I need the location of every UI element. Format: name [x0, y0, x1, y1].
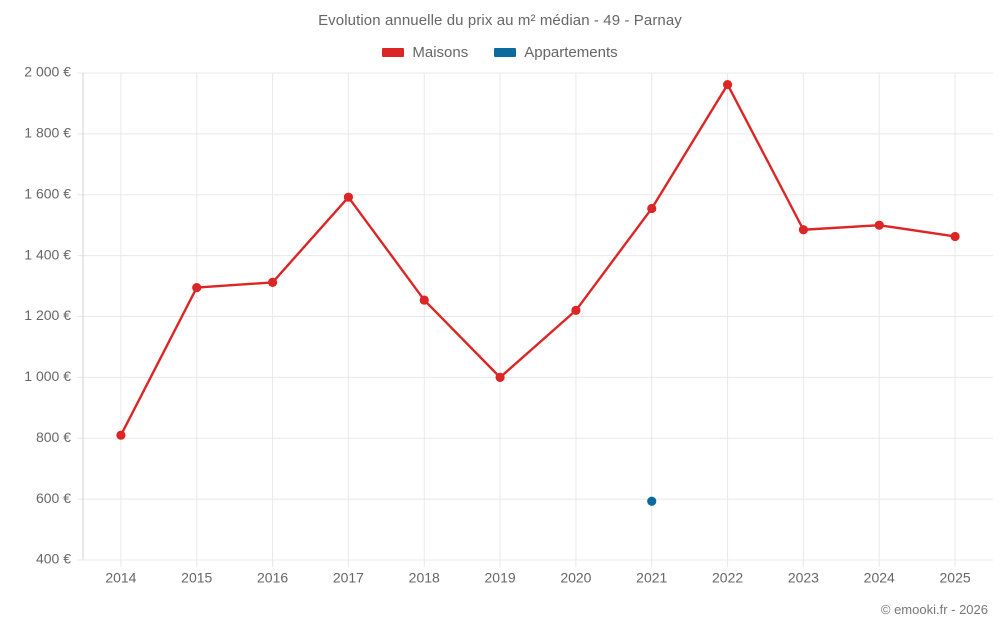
legend-swatch-maisons [382, 48, 405, 57]
y-tick-label: 1 800 € [24, 125, 71, 141]
legend-item-maisons[interactable]: Maisons [382, 44, 468, 61]
data-point-maisons-2022[interactable] [722, 79, 733, 90]
x-tick-label: 2024 [864, 569, 895, 585]
vertical-gridlines [120, 73, 956, 567]
legend-label-appartements: Appartements [524, 44, 618, 61]
y-tick-label: 1 200 € [24, 307, 71, 323]
data-point-maisons-2023[interactable] [798, 225, 809, 235]
data-point-maisons-2016[interactable] [267, 277, 278, 288]
y-tick-label: 1 000 € [24, 368, 71, 384]
x-tick-label: 2015 [181, 569, 212, 585]
x-tick-label: 2014 [105, 569, 136, 585]
y-tick-label: 400 € [36, 551, 71, 567]
legend-label-maisons: Maisons [412, 44, 469, 61]
data-point-maisons-2024[interactable] [874, 220, 884, 230]
x-tick-label: 2020 [560, 569, 591, 585]
x-tick-label: 2019 [485, 569, 516, 585]
x-axis-tick-labels: 2014 2015 2016 2017 2018 2019 2020 2021 2022 2023… [105, 569, 971, 585]
footer-credit: © emooki.fr - 2026 [880, 602, 988, 617]
series-line-maisons [119, 83, 957, 437]
y-axis-tick-labels: 400 € 600 € 800 € 1 000 € 1 200 € 1 400 € 1 60… [24, 64, 71, 567]
x-tick-label: 2022 [712, 569, 743, 585]
y-tick-label: 1 600 € [24, 185, 71, 201]
data-point-maisons-2015[interactable] [192, 282, 202, 293]
y-tick-label: 2 000 € [24, 64, 71, 80]
chart-title: Evolution annuelle du prix au m² médian … [318, 12, 682, 29]
series-lines [119, 83, 957, 437]
y-tick-label: 1 400 € [24, 246, 71, 262]
data-point-maisons-2025[interactable] [950, 231, 960, 242]
x-tick-label: 2023 [788, 569, 819, 585]
data-point-maisons-2020[interactable] [571, 305, 581, 316]
axis-lines [77, 73, 993, 561]
data-point-maisons-2019[interactable] [495, 372, 505, 382]
data-point-maisons-2017[interactable] [343, 192, 354, 202]
y-tick-label: 600 € [36, 490, 71, 506]
legend-item-appartements[interactable]: Appartements [494, 44, 618, 61]
x-tick-label: 2016 [257, 569, 288, 585]
y-tick-label: 800 € [36, 429, 71, 445]
data-point-appartements-2021[interactable] [647, 496, 657, 506]
data-point-maisons-2021[interactable] [647, 203, 657, 214]
data-point-maisons-2018[interactable] [419, 295, 429, 305]
horizontal-gridlines [77, 72, 993, 561]
x-tick-label: 2025 [940, 569, 971, 585]
chart-legend: Maisons Appartements [0, 44, 1000, 61]
x-tick-label: 2017 [333, 569, 364, 585]
x-tick-label: 2021 [636, 569, 667, 585]
legend-swatch-appartements [494, 48, 517, 57]
data-point-maisons-2014[interactable] [116, 430, 126, 440]
series-data-points [116, 79, 960, 506]
x-tick-label: 2018 [409, 569, 440, 585]
